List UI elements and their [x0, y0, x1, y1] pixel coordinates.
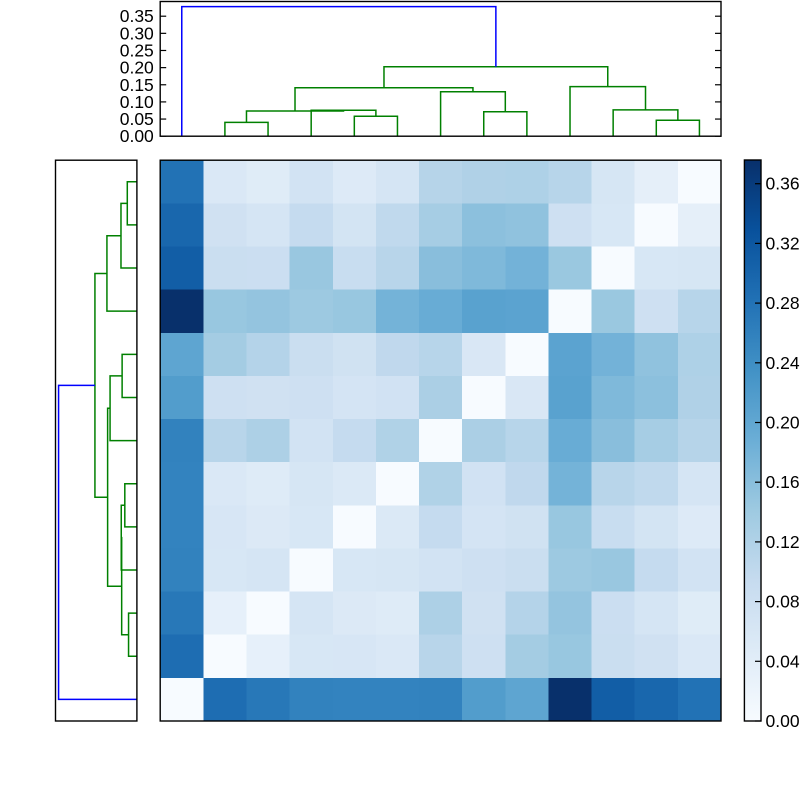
svg-text:0.32: 0.32 [766, 233, 800, 253]
svg-text:0.10: 0.10 [120, 92, 154, 112]
svg-text:0.24: 0.24 [766, 353, 800, 373]
svg-text:0.00: 0.00 [766, 711, 800, 731]
svg-text:0.05: 0.05 [120, 109, 154, 129]
svg-text:0.08: 0.08 [766, 592, 800, 612]
svg-text:0.16: 0.16 [766, 472, 800, 492]
svg-text:0.35: 0.35 [120, 6, 154, 26]
svg-text:0.20: 0.20 [766, 413, 800, 433]
svg-text:0.12: 0.12 [766, 532, 800, 552]
svg-text:0.28: 0.28 [766, 293, 800, 313]
svg-text:0.04: 0.04 [766, 651, 800, 671]
svg-text:0.15: 0.15 [120, 75, 154, 95]
svg-text:0.36: 0.36 [766, 174, 800, 194]
svg-text:0.00: 0.00 [120, 126, 154, 146]
svg-text:0.25: 0.25 [120, 40, 154, 60]
svg-text:0.20: 0.20 [120, 58, 154, 78]
svg-text:0.30: 0.30 [120, 23, 154, 43]
